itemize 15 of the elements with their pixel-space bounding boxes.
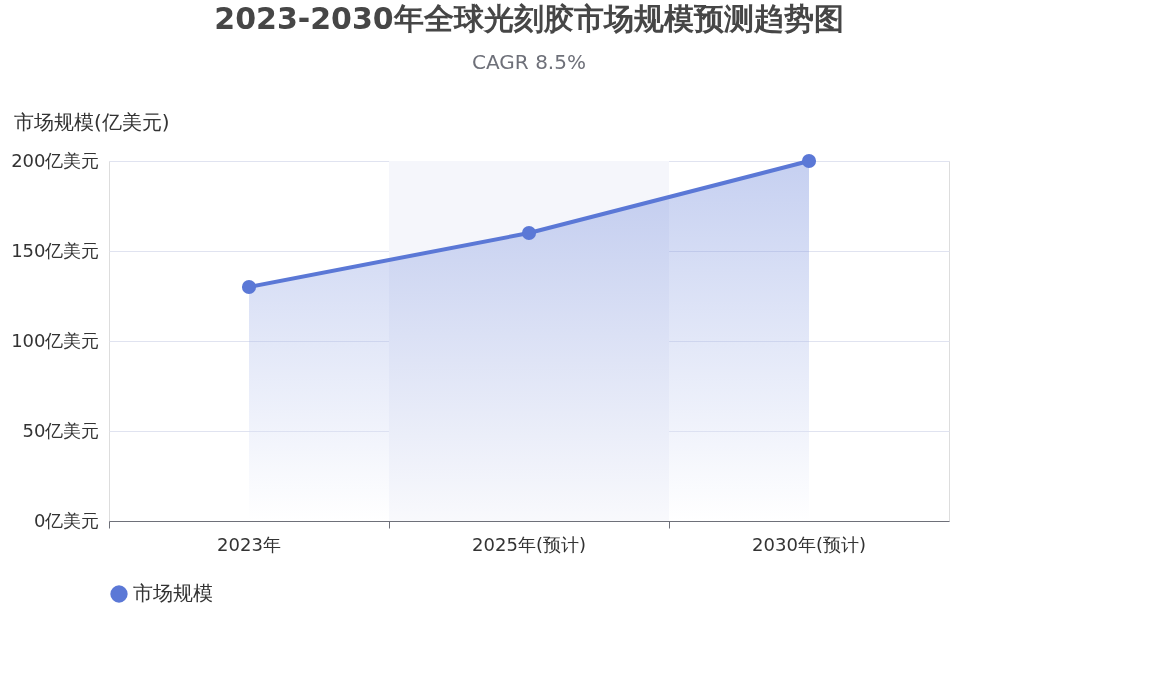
chart-subtitle: CAGR 8.5% [472,50,586,74]
x-tick-label: 2023年 [217,533,281,555]
y-tick-label: 0亿美元 [34,509,100,531]
point [241,279,257,295]
y-tick-label: 100亿美元 [11,329,100,351]
point [521,225,537,241]
point [801,153,817,169]
y-tick-label: 150亿美元 [11,239,100,261]
x-tick-label: 2025年(预计) [472,533,586,555]
x-tick-label: 2030年(预计) [752,533,866,555]
y-tick-label: 50亿美元 [22,419,100,441]
y-axis-title: 市场规模(亿美元) [14,110,170,134]
y-tick-label: 200亿美元 [11,149,100,171]
legend-label: 市场规模 [133,581,213,605]
chart-title: 2023-2030年全球光刻胶市场规模预测趋势图 [214,1,844,36]
